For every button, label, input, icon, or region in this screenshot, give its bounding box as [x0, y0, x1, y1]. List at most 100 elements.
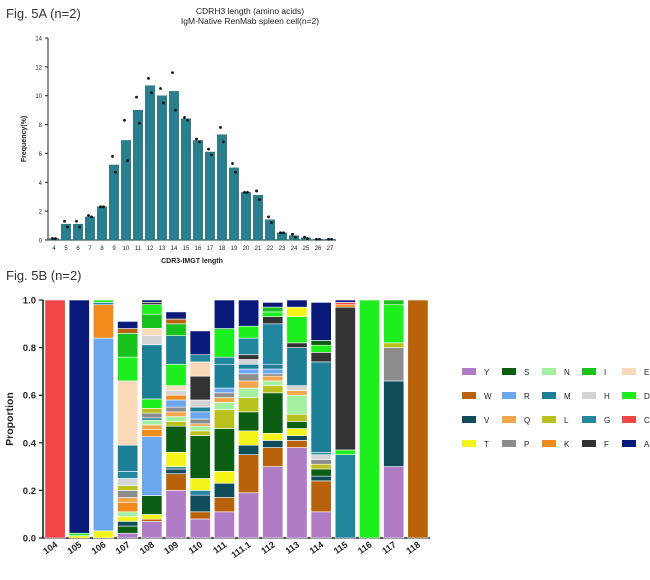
legend-label-E: E [644, 368, 649, 377]
segment-108-R [141, 436, 163, 496]
segment-111-Q [213, 397, 235, 403]
legend-label-M: M [564, 392, 571, 401]
segment-105-T [68, 535, 90, 539]
bar-22 [265, 219, 275, 241]
replicate-dot [66, 225, 69, 229]
segment-111.1-P [238, 373, 260, 382]
segment-111.1-M [238, 363, 260, 370]
legend-label-R: R [524, 392, 530, 401]
replicate-dot [114, 170, 117, 174]
y-tick-label-a: 14 [35, 37, 42, 43]
replicate-dot [54, 237, 57, 240]
segment-113-Y [286, 447, 308, 539]
bar-20 [241, 192, 251, 241]
segment-108-Y [141, 521, 163, 539]
x-tick-label-b: 118 [404, 539, 422, 556]
replicate-dot [306, 237, 309, 240]
replicate-dot [186, 118, 189, 122]
segment-107-G [117, 471, 139, 479]
x-axis-title-a: CDR3-IMGT length [161, 258, 223, 265]
x-tick-label-a: 16 [195, 246, 202, 252]
x-tick-label-a: 6 [76, 246, 80, 252]
replicate-dot [318, 237, 321, 241]
segment-108-A [141, 299, 163, 303]
segment-112-L [262, 385, 284, 394]
segment-110-H [189, 399, 211, 408]
legend-label-N: N [564, 368, 570, 377]
segment-114-H [310, 454, 332, 460]
segment-110-Y [189, 518, 211, 539]
segment-112-M [262, 363, 284, 370]
bar-17 [205, 151, 215, 241]
bar-23 [277, 232, 287, 241]
fig-5b-label: Fig. 5B (n=2) [6, 268, 82, 283]
legend-label-A: A [644, 440, 650, 449]
segment-104-C [44, 299, 66, 539]
segment-114-F [310, 352, 332, 363]
y-axis-title-b: Proportion [4, 392, 16, 446]
legend-swatch-S [502, 368, 516, 375]
replicate-dot [270, 221, 273, 225]
bar-8 [97, 206, 107, 241]
x-tick-label-a: 25 [303, 246, 310, 252]
segment-107-D [117, 356, 139, 382]
x-tick-label-a: 9 [112, 246, 116, 252]
legend-swatch-Y [462, 368, 476, 375]
replicate-dot [267, 215, 270, 219]
x-tick-label-a: 17 [207, 246, 214, 252]
segment-112-S [262, 392, 284, 434]
segment-117-I [383, 299, 405, 306]
segment-111-G [213, 356, 235, 365]
x-tick-label-b: 114 [308, 539, 326, 556]
segment-111.1-N [238, 387, 260, 398]
chart-a-title: CDRH3 length (amino acids) [195, 6, 305, 16]
legend-swatch-M [542, 392, 556, 399]
segment-115-K [334, 304, 356, 308]
segment-111-N [213, 402, 235, 410]
x-tick-label-b: 104 [41, 539, 59, 556]
segment-114-V [310, 475, 332, 482]
segment-108-D [141, 398, 163, 409]
segment-113-S [286, 421, 308, 429]
segment-110-G [189, 490, 211, 496]
x-tick-label-a: 15 [183, 246, 190, 252]
segment-107-H [117, 478, 139, 486]
segment-117-L [383, 342, 405, 348]
segment-109-L [165, 421, 187, 427]
x-tick-label-a: 4 [52, 246, 56, 252]
replicate-dot [219, 126, 222, 129]
replicate-dot [147, 77, 150, 80]
replicate-dot [198, 140, 201, 144]
replicate-dot [243, 190, 246, 194]
x-tick-label-a: 11 [135, 246, 142, 252]
segment-108-Q [141, 424, 163, 430]
bar-7 [85, 216, 95, 241]
legend-swatch-N [542, 368, 556, 375]
segment-111.1-Q [238, 380, 260, 389]
replicate-dot [279, 231, 282, 235]
segment-111.1-G [238, 337, 260, 356]
replicate-dot [222, 140, 225, 144]
segment-109-G [165, 466, 187, 470]
segment-110-E [189, 361, 211, 377]
segment-113-A [286, 299, 308, 308]
segment-107-K [117, 502, 139, 513]
segment-111-P [213, 392, 235, 398]
legend-swatch-Q [502, 416, 516, 423]
segment-113-Q [286, 390, 308, 396]
x-tick-label-b: 108 [138, 539, 156, 556]
segment-117-D [383, 304, 405, 344]
replicate-dot [159, 87, 162, 90]
bar-5 [61, 223, 71, 241]
replicate-dot [303, 235, 306, 239]
x-tick-label-a: 7 [88, 246, 92, 252]
replicate-dot [174, 108, 177, 112]
segment-113-L [286, 413, 308, 422]
segment-117-P [383, 347, 405, 382]
y-tick-label-b: 0.6 [23, 391, 36, 402]
bar-15 [181, 118, 191, 241]
legend-label-V: V [484, 416, 490, 425]
replicate-dot [183, 115, 186, 119]
bar-24 [289, 235, 299, 241]
x-tick-label-a: 22 [267, 246, 274, 252]
